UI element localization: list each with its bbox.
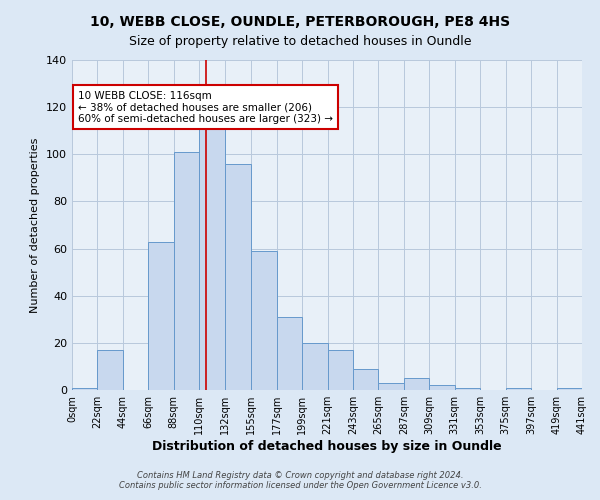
Text: 10 WEBB CLOSE: 116sqm
← 38% of detached houses are smaller (206)
60% of semi-det: 10 WEBB CLOSE: 116sqm ← 38% of detached … [78, 90, 333, 124]
Bar [404, 378, 430, 390]
Bar [506, 388, 531, 390]
Bar [379, 383, 404, 390]
Bar [328, 350, 353, 390]
Bar [455, 388, 480, 390]
Text: Contains HM Land Registry data © Crown copyright and database right 2024.
Contai: Contains HM Land Registry data © Crown c… [119, 470, 481, 490]
Bar [557, 388, 582, 390]
Bar [251, 251, 277, 390]
Bar [72, 388, 97, 390]
Bar [199, 128, 224, 390]
Bar [302, 343, 328, 390]
Bar [97, 350, 123, 390]
Bar [174, 152, 199, 390]
Text: 10, WEBB CLOSE, OUNDLE, PETERBOROUGH, PE8 4HS: 10, WEBB CLOSE, OUNDLE, PETERBOROUGH, PE… [90, 15, 510, 29]
Bar [148, 242, 174, 390]
Bar [353, 369, 379, 390]
Bar [277, 317, 302, 390]
Text: Size of property relative to detached houses in Oundle: Size of property relative to detached ho… [129, 35, 471, 48]
Y-axis label: Number of detached properties: Number of detached properties [31, 138, 40, 312]
Bar [430, 386, 455, 390]
Bar [224, 164, 251, 390]
X-axis label: Distribution of detached houses by size in Oundle: Distribution of detached houses by size … [152, 440, 502, 453]
